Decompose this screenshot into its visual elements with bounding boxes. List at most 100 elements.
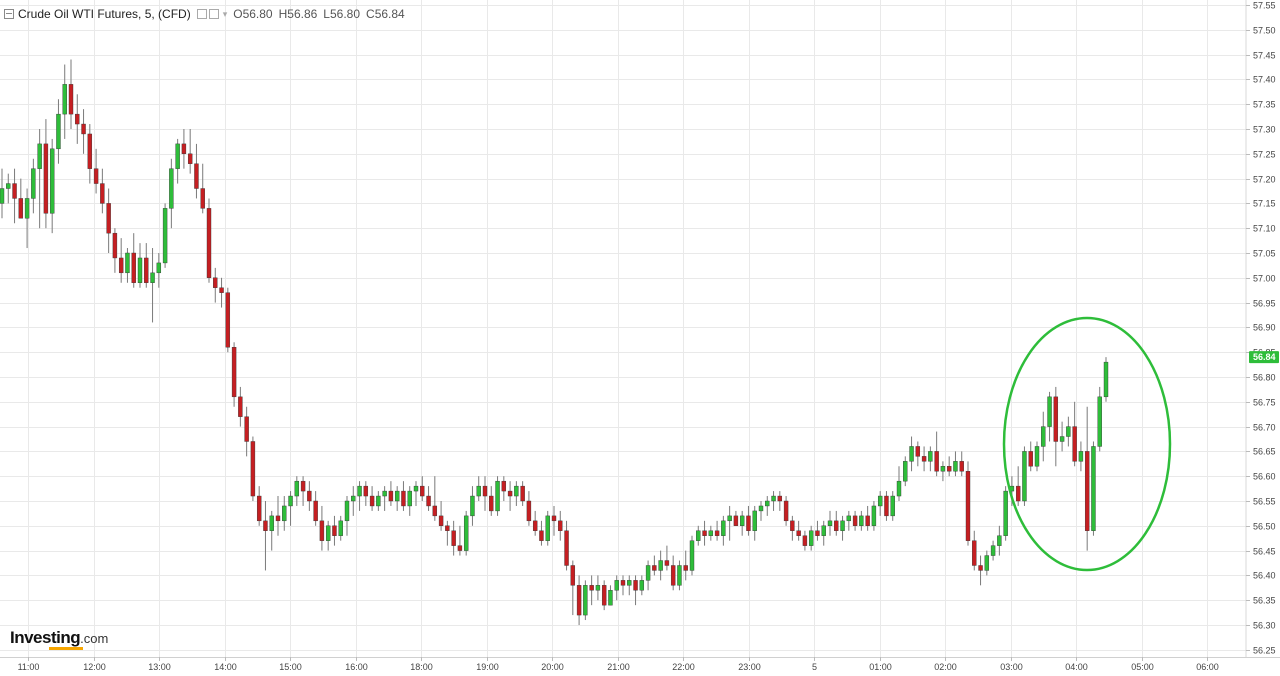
candle[interactable] [783,496,789,526]
candle[interactable] [470,486,475,526]
candle[interactable] [413,481,419,506]
time-axis[interactable]: 11:00 12:00 13:00 14:00 15:00 16:00 18:00 19:00… [0,657,1280,672]
candle[interactable] [369,486,375,511]
candle[interactable] [664,545,670,571]
price-axis[interactable]: 57.55 57.50 57.45 57.40 57.35 57.30 57.25 57.20… [1245,0,1276,657]
candle[interactable] [802,530,808,551]
candle[interactable] [884,491,889,521]
candle[interactable] [432,476,438,521]
candle[interactable] [1103,357,1109,402]
candle[interactable] [56,99,61,164]
candle[interactable] [1053,386,1059,467]
candle[interactable] [915,441,921,467]
candle[interactable] [1028,441,1033,472]
candle[interactable] [37,129,42,229]
settings-icon[interactable] [208,9,219,19]
candle[interactable] [489,486,494,516]
candle[interactable] [388,481,394,506]
candle[interactable] [909,436,914,472]
candle[interactable] [940,461,946,482]
candle[interactable] [670,555,676,591]
candle[interactable] [896,466,902,501]
candle[interactable] [75,94,80,144]
candle[interactable] [495,476,500,516]
candle[interactable] [363,481,369,506]
candle[interactable] [545,510,550,546]
candle[interactable] [463,510,469,556]
candle[interactable] [683,550,688,581]
candle[interactable] [156,253,162,288]
candle[interactable] [1066,416,1071,447]
candle[interactable] [263,501,268,571]
candle[interactable] [294,476,300,506]
candle[interactable] [859,510,864,531]
candle[interactable] [564,520,569,571]
candle[interactable] [771,491,776,511]
candle[interactable] [953,451,958,477]
candle[interactable] [877,491,883,516]
candle[interactable] [137,243,143,288]
candle[interactable] [150,248,155,323]
candle[interactable] [112,228,118,273]
candle[interactable] [808,525,814,551]
candle[interactable] [721,515,726,546]
candle[interactable] [1022,446,1027,506]
candle[interactable] [344,496,350,536]
candle[interactable] [225,287,231,353]
candle[interactable] [708,525,714,541]
candle[interactable] [627,575,632,596]
candle[interactable] [978,555,983,586]
candle[interactable] [162,203,168,268]
candle[interactable] [319,505,325,551]
candle[interactable] [376,491,381,511]
candle[interactable] [558,510,563,541]
candle[interactable] [106,188,111,253]
candle[interactable] [1034,441,1040,472]
candle[interactable] [846,510,852,531]
candle[interactable] [1091,441,1096,536]
candle[interactable] [169,158,174,229]
candle[interactable] [972,530,977,571]
candle[interactable] [821,520,826,546]
candle[interactable] [49,138,55,234]
candle[interactable] [984,550,990,576]
candle[interactable] [921,446,927,472]
candle[interactable] [677,560,682,591]
candle[interactable] [834,510,839,536]
candle[interactable] [219,277,224,308]
candle[interactable] [965,461,971,546]
candle[interactable] [81,109,86,154]
candle[interactable] [576,575,582,625]
candle[interactable] [194,143,199,199]
candle[interactable] [928,446,933,472]
candle[interactable] [595,575,601,601]
candle[interactable] [256,486,262,526]
collapse-legend-icon[interactable] [4,9,14,19]
candle[interactable] [231,342,237,407]
candle[interactable] [476,476,481,501]
candle[interactable] [1084,406,1090,551]
candle[interactable] [401,481,406,511]
candle[interactable] [1003,486,1008,541]
candle[interactable] [1097,386,1102,452]
candle[interactable] [382,486,387,511]
candle[interactable] [213,267,218,303]
candle[interactable] [6,173,11,204]
candle[interactable] [31,158,36,214]
candle[interactable] [702,520,707,546]
candle[interactable] [24,188,30,249]
candle[interactable] [438,501,444,531]
candle[interactable] [501,476,507,501]
candle[interactable] [645,560,651,591]
candle[interactable] [871,501,877,531]
candle[interactable] [12,168,17,224]
candle[interactable] [238,386,243,427]
candle[interactable] [601,580,607,611]
candle[interactable] [589,575,594,606]
candle[interactable] [1072,401,1077,467]
candle[interactable] [758,501,764,521]
candle[interactable] [959,451,964,477]
candle[interactable] [997,525,1002,556]
candle[interactable] [777,491,783,511]
